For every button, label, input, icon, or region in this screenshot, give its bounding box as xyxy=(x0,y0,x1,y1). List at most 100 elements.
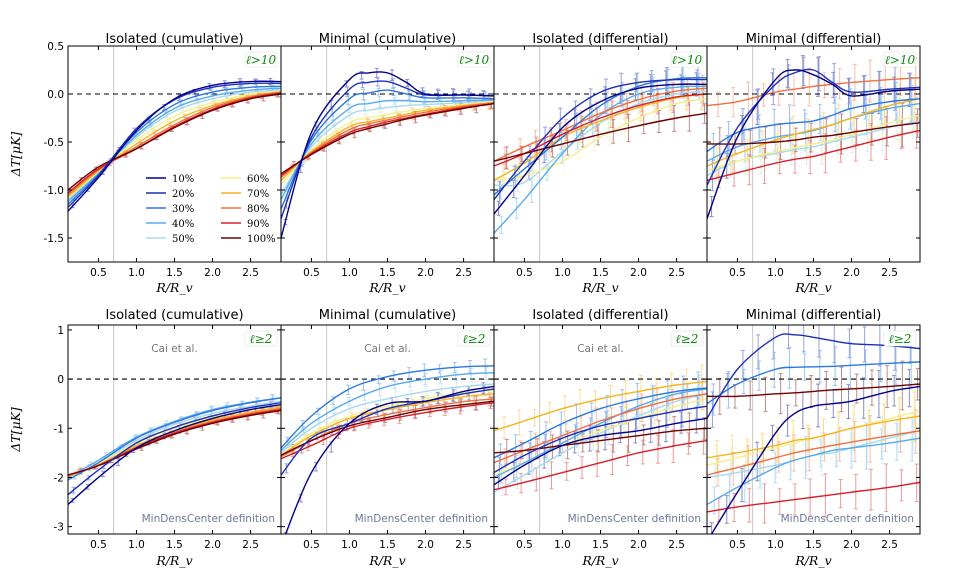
panel-3: Isolated (differential) 0.5 1.0 1.5 2.0 2.5 R/… xyxy=(493,32,708,295)
x-tick-label: 2.0 xyxy=(204,267,221,279)
x-tick-label: 1.5 xyxy=(166,267,183,279)
multipole-tag: ℓ>10 xyxy=(885,53,916,67)
plot-area xyxy=(68,325,281,534)
series-line-60pct xyxy=(707,114,920,172)
plot-area xyxy=(281,46,494,262)
plot-area xyxy=(707,325,920,534)
x-tick-label: 1.0 xyxy=(554,267,571,279)
x-tick-label: 1.5 xyxy=(805,539,822,551)
panel-title: Isolated (differential) xyxy=(532,308,668,323)
series-line-10pct xyxy=(494,417,707,486)
legend: 10% 20% 30% 40% 50% 60% 70% 80% 90% 100% xyxy=(146,174,276,245)
x-tick-label: 2.0 xyxy=(417,267,434,279)
multipole-tag: ℓ≥2 xyxy=(676,332,699,346)
x-tick-label: 1.5 xyxy=(592,267,609,279)
x-tick-label: 2.0 xyxy=(204,539,221,551)
series-line-90pct xyxy=(707,129,920,182)
multipole-tag: ℓ>10 xyxy=(672,53,703,67)
series-line-30pct xyxy=(494,387,707,459)
error-bars xyxy=(70,394,281,503)
x-tick-label: 2.0 xyxy=(417,539,434,551)
series-line-80pct xyxy=(68,91,281,196)
y-tick-label: -0.5 xyxy=(44,137,65,149)
multipole-tag: ℓ>10 xyxy=(459,53,490,67)
x-axis-label: R/R_v xyxy=(581,553,618,568)
y-tick-label: -1.5 xyxy=(44,233,65,245)
series-line-100pct xyxy=(707,122,920,145)
legend-label: 100% xyxy=(247,234,276,245)
panel-title: Minimal (cumulative) xyxy=(319,308,456,323)
x-axis-label: R/R_v xyxy=(368,553,405,568)
legend-label: 30% xyxy=(172,204,194,215)
series-line-40pct xyxy=(707,437,920,506)
x-tick-label: 2.5 xyxy=(455,267,472,279)
series-line-70pct xyxy=(68,406,281,478)
series-line-70pct xyxy=(494,93,707,182)
legend-label: 10% xyxy=(172,174,194,185)
x-tick-label: 0.5 xyxy=(90,267,107,279)
min-dens-annotation: MinDensCenter definition xyxy=(355,513,488,525)
x-axis-label: R/R_v xyxy=(794,280,831,295)
panel-frame xyxy=(706,45,921,263)
multipole-tag-box xyxy=(244,51,278,68)
x-axis-label: R/R_v xyxy=(155,280,192,295)
y-tick-label: 0 xyxy=(57,374,64,386)
x-tick-label: 2.5 xyxy=(881,267,898,279)
y-tick-label: -2 xyxy=(54,472,64,484)
multipole-tag-box xyxy=(883,330,917,347)
y-tick-label: -3 xyxy=(54,522,64,534)
x-tick-label: 0.5 xyxy=(516,267,533,279)
series-line-30pct xyxy=(281,89,494,210)
plot-area xyxy=(494,325,707,534)
y-tick-label: 1 xyxy=(57,325,64,337)
series-line-90pct xyxy=(494,439,707,491)
x-tick-label: 1.5 xyxy=(805,267,822,279)
series-line-80pct xyxy=(494,87,707,162)
series-line-70pct xyxy=(494,380,707,432)
legend-label: 80% xyxy=(247,204,269,215)
series-line-100pct xyxy=(494,112,707,162)
series-line-100pct xyxy=(68,409,281,476)
panel-title: Minimal (cumulative) xyxy=(319,32,456,47)
y-axis-label: ΔT[μK] xyxy=(8,407,23,453)
panel-1: Isolated (cumulative) 0.5 1.0 1.5 2.0 2.5 R/R_… xyxy=(8,32,282,295)
series-line-30pct xyxy=(707,98,920,153)
series-line-100pct xyxy=(494,427,707,454)
multipole-tag: ℓ≥2 xyxy=(463,332,486,346)
panel-title: Minimal (differential) xyxy=(746,308,882,323)
series-line-20pct xyxy=(68,402,281,496)
x-tick-label: 1.0 xyxy=(767,539,784,551)
series-line-80pct xyxy=(707,430,920,476)
series-line-90pct xyxy=(281,402,494,460)
x-tick-label: 1.0 xyxy=(128,539,145,551)
x-tick-label: 2.5 xyxy=(242,267,259,279)
series-line-90pct xyxy=(68,92,281,194)
x-tick-label: 0.5 xyxy=(303,539,320,551)
x-axis-label: R/R_v xyxy=(581,280,618,295)
x-tick-label: 2.0 xyxy=(843,539,860,551)
panel-title: Isolated (cumulative) xyxy=(105,32,243,47)
x-tick-label: 0.5 xyxy=(516,539,533,551)
x-tick-label: 1.0 xyxy=(341,267,358,279)
multipole-tag: ℓ>10 xyxy=(246,53,277,67)
series-line-50pct xyxy=(494,90,707,187)
panel-frame xyxy=(67,324,282,535)
series-line-40pct xyxy=(281,372,494,451)
series-line-50pct xyxy=(281,100,494,196)
panel-frame xyxy=(280,324,495,535)
x-tick-label: 2.0 xyxy=(630,539,647,551)
series-line-70pct xyxy=(707,98,920,167)
series-line-100pct xyxy=(281,400,494,456)
panel-title: Isolated (differential) xyxy=(532,32,668,47)
x-tick-label: 2.5 xyxy=(668,267,685,279)
error-bars xyxy=(496,62,707,234)
multipole-tag-box xyxy=(670,330,704,347)
series-line-50pct xyxy=(281,383,494,454)
series-line-10pct xyxy=(68,403,281,506)
x-axis-label: R/R_v xyxy=(155,553,192,568)
series-line-10pct xyxy=(284,385,494,534)
series-line-20pct xyxy=(707,333,920,419)
series-line-10pct xyxy=(494,83,707,215)
panel-title: Isolated (cumulative) xyxy=(105,308,243,323)
